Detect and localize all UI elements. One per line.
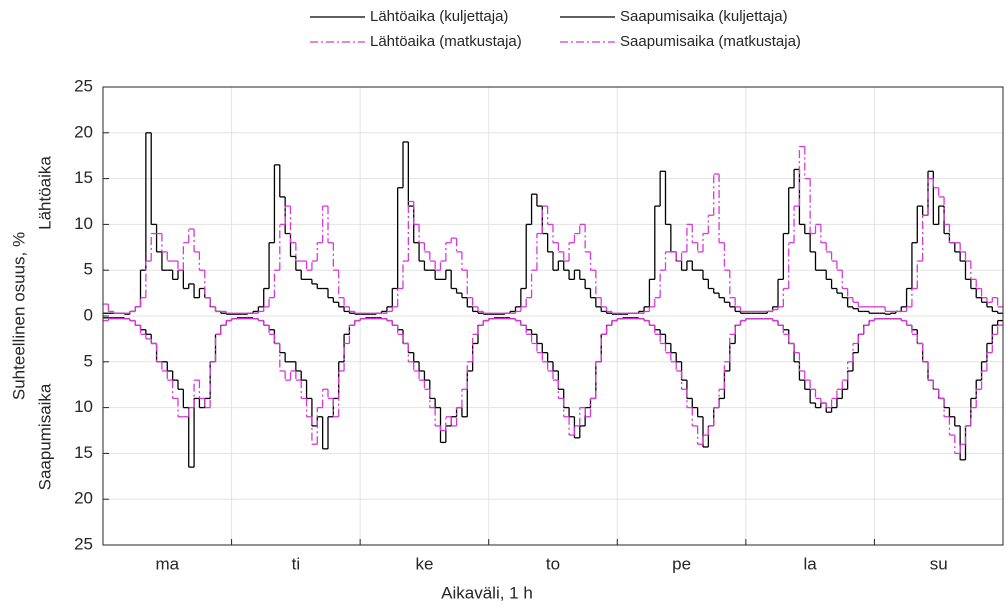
- y-axis-label-upper: Lähtöaika: [35, 156, 54, 230]
- legend-label: Lähtöaika (matkustaja): [370, 33, 522, 50]
- y-tick-label: 25: [74, 534, 93, 553]
- y-axis-label-lower: Saapumisaika: [35, 383, 54, 490]
- y-tick-label: 15: [74, 168, 93, 187]
- y-tick-label: 5: [84, 260, 93, 279]
- x-tick-label: ke: [415, 554, 433, 573]
- y-tick-label: 10: [74, 397, 93, 416]
- y-tick-label: 20: [74, 122, 93, 141]
- x-tick-label: ma: [155, 554, 179, 573]
- y-tick-label: 20: [74, 489, 93, 508]
- legend-label: Lähtöaika (kuljettaja): [370, 8, 508, 25]
- y-axis-label: Suhteellinen osuus, %: [9, 232, 28, 400]
- x-tick-label: su: [930, 554, 948, 573]
- legend-label: Saapumisaika (kuljettaja): [620, 8, 788, 25]
- axes-box: [102, 86, 1004, 546]
- y-tick-label: 10: [74, 214, 93, 233]
- y-tick-label: 5: [84, 351, 93, 370]
- x-tick-label: to: [546, 554, 560, 573]
- x-tick-label: la: [804, 554, 818, 573]
- legend-label: Saapumisaika (matkustaja): [620, 33, 801, 50]
- x-tick-label: pe: [672, 554, 691, 573]
- y-tick-label: 0: [84, 305, 93, 324]
- x-axis-label: Aikaväli, 1 h: [441, 583, 533, 602]
- x-tick-label: ti: [292, 554, 301, 573]
- y-tick-label: 15: [74, 443, 93, 462]
- y-tick-label: 25: [74, 76, 93, 95]
